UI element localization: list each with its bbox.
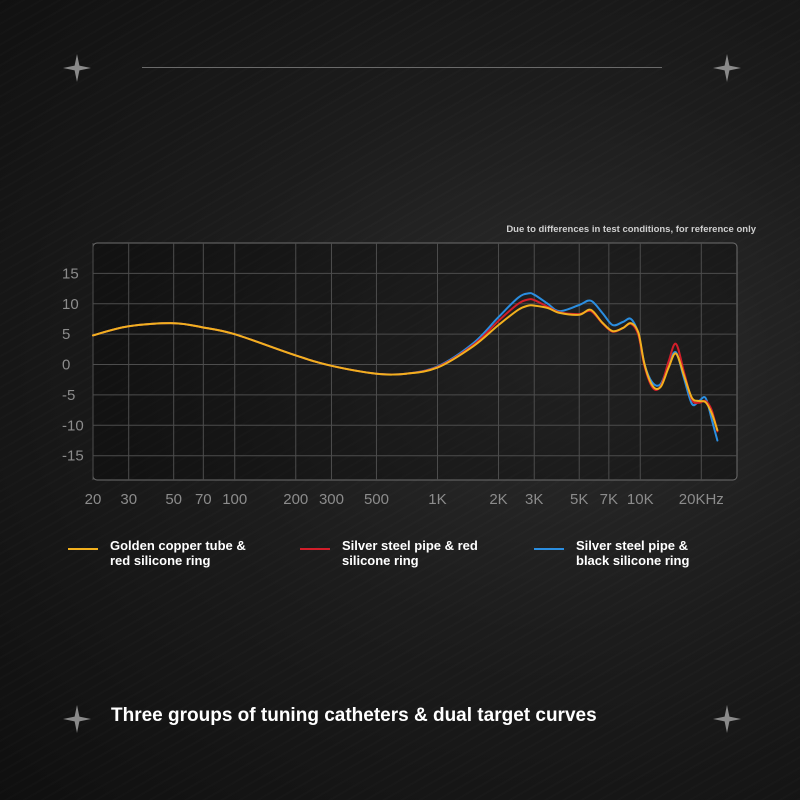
x-tick-label: 70 xyxy=(195,491,212,508)
y-tick-label: -15 xyxy=(62,448,84,465)
x-tick-label: 500 xyxy=(364,491,389,508)
legend-item: Silver steel pipe & red silicone ring xyxy=(300,538,517,568)
legend-label: Silver steel pipe & black silicone ring xyxy=(576,538,690,568)
x-tick-label: 10K xyxy=(627,491,654,508)
y-tick-label: 0 xyxy=(62,357,70,374)
sparkle-icon xyxy=(713,54,741,82)
sparkle-icon xyxy=(713,705,741,733)
legend-swatch xyxy=(534,548,564,550)
y-tick-label: 15 xyxy=(62,265,79,282)
x-tick-label: 200 xyxy=(283,491,308,508)
y-tick-label: -5 xyxy=(62,387,75,404)
legend-item: Golden copper tube & red silicone ring xyxy=(68,538,285,568)
x-tick-label: 2K xyxy=(489,491,507,508)
x-tick-label: 5K xyxy=(570,491,588,508)
sparkle-icon xyxy=(63,54,91,82)
x-tick-label: 100 xyxy=(222,491,247,508)
sparkle-icon xyxy=(63,705,91,733)
legend-swatch xyxy=(68,548,98,550)
reference-note: Due to differences in test conditions, f… xyxy=(506,224,756,235)
x-tick-label: 1K xyxy=(428,491,446,508)
x-tick-label: 50 xyxy=(165,491,182,508)
x-tick-label: 300 xyxy=(319,491,344,508)
legend-swatch xyxy=(300,548,330,550)
y-tick-label: 5 xyxy=(62,326,70,343)
x-tick-label: 3K xyxy=(525,491,543,508)
series-line-1 xyxy=(92,304,719,432)
x-tick-label: 20KHz xyxy=(679,491,724,508)
x-tick-label: 30 xyxy=(120,491,137,508)
top-divider xyxy=(142,67,662,68)
legend-label: Golden copper tube & red silicone ring xyxy=(110,538,246,568)
y-tick-label: -10 xyxy=(62,417,84,434)
legend-label: Silver steel pipe & red silicone ring xyxy=(342,538,478,568)
x-tick-label: 20 xyxy=(85,491,102,508)
legend-item: Silver steel pipe & black silicone ring xyxy=(534,538,751,568)
y-tick-label: 10 xyxy=(62,296,79,313)
x-tick-label: 7K xyxy=(600,491,618,508)
caption: Three groups of tuning catheters & dual … xyxy=(111,705,597,726)
